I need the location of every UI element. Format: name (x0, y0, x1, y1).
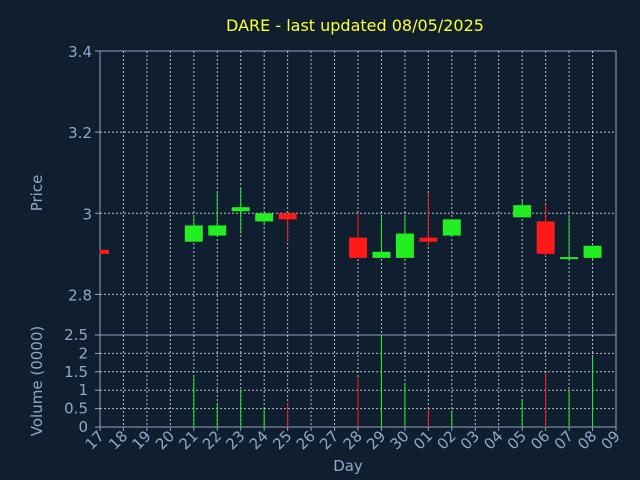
day-tick-label: 28 (340, 427, 366, 453)
chart-title: DARE - last updated 08/05/2025 (226, 16, 484, 35)
day-tick-label: 08 (574, 427, 600, 453)
candle-body (372, 251, 391, 258)
candle-body (349, 237, 367, 258)
day-tick-label: 22 (199, 427, 225, 453)
day-tick-label: 20 (152, 427, 178, 453)
day-tick-label: 05 (504, 427, 530, 453)
price-y-axis: 2.8 3 3.2 3.4 (68, 43, 100, 304)
day-tick-label: 27 (316, 427, 342, 453)
candle-body (208, 225, 227, 236)
candle-body (560, 257, 579, 260)
candle-body (184, 225, 203, 242)
price-tick-label: 2.8 (68, 286, 92, 304)
volume-bars (193, 335, 594, 427)
day-tick-label: 21 (175, 427, 201, 453)
candle-body (419, 237, 438, 242)
day-tick-label: 26 (293, 427, 319, 453)
day-tick-label: 04 (480, 427, 506, 453)
volume-tick-label: 2.5 (64, 326, 88, 344)
day-tick-label: 03 (457, 427, 483, 453)
candle-body (395, 233, 414, 258)
volume-y-axis: 00.511.522.5 (64, 326, 100, 436)
day-tick-label: 30 (387, 427, 413, 453)
day-tick-label: 25 (269, 427, 295, 453)
candle-body (513, 205, 532, 218)
day-tick-label: 09 (598, 427, 624, 453)
candle-body (255, 213, 274, 222)
day-tick-label: 24 (246, 427, 272, 453)
candle-body (536, 221, 555, 254)
day-tick-label: 23 (222, 427, 248, 453)
day-tick-label: 02 (433, 427, 459, 453)
volume-tick-label: 2 (78, 344, 88, 362)
day-tick-label: 01 (410, 427, 436, 453)
day-tick-label: 06 (527, 427, 553, 453)
price-tick-label: 3.4 (68, 43, 92, 61)
day-x-axis: 1718192021222324252627282930010203040506… (82, 427, 624, 453)
price-axis-label: Price (28, 175, 46, 212)
candle-body (278, 213, 297, 220)
volume-tick-label: 0 (78, 418, 88, 436)
day-tick-label: 18 (105, 427, 131, 453)
candle-body (231, 207, 250, 212)
candle-body (100, 249, 109, 254)
candle-body (442, 219, 461, 236)
day-tick-label: 19 (129, 427, 155, 453)
candle-body (583, 245, 602, 258)
day-tick-label: 29 (363, 427, 389, 453)
price-tick-label: 3 (82, 205, 92, 223)
day-tick-label: 07 (551, 427, 577, 453)
price-tick-label: 3.2 (68, 124, 92, 142)
volume-tick-label: 0.5 (64, 400, 88, 418)
volume-axis-label: Volume (0000) (28, 326, 46, 436)
volume-tick-label: 1.5 (64, 363, 88, 381)
day-axis-label: Day (333, 457, 363, 475)
volume-tick-label: 1 (78, 381, 88, 399)
candlesticks (99, 188, 602, 260)
